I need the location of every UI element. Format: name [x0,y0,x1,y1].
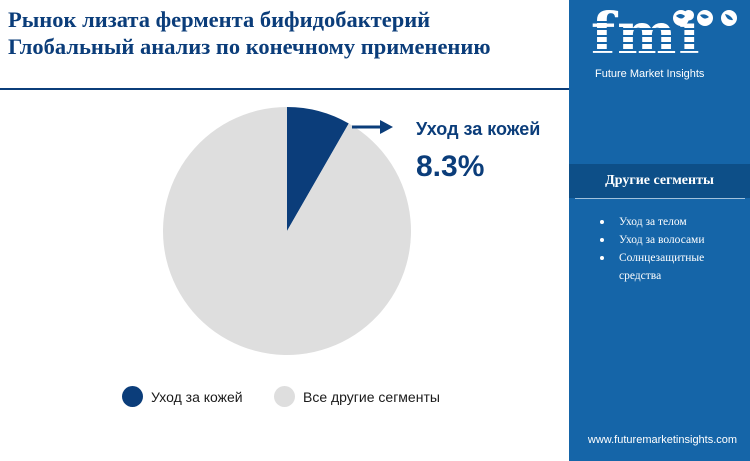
fmi-logo: fmi Future Market Insights [569,0,750,92]
pie-slice-other [163,106,412,355]
side-panel: fmi Future Market Insights Другие сегмен… [569,0,750,461]
list-item: Уход за волосами [597,231,747,249]
other-segments-title: Другие сегменты [605,173,714,188]
logo-tagline: Future Market Insights [595,68,705,80]
list-item: Солнцезащитные средства [597,249,747,285]
globe-icon [673,10,737,26]
legend-swatch-other [274,386,295,407]
callout-arrow [352,120,393,134]
legend-swatch-skincare [122,386,143,407]
legend-label-other: Все другие сегменты [303,388,440,405]
legend-item-skincare: Уход за кожей [122,386,243,407]
legend-label-skincare: Уход за кожей [151,388,243,405]
other-segments-list: Уход за телом Уход за волосами Солнцезащ… [597,213,747,285]
title-line-1: Рынок лизата фермента бифидобактерий [8,7,431,32]
callout-value: 8.3% [416,150,484,183]
chart-title: Рынок лизата фермента бифидобактерий Гло… [8,6,563,60]
pie-slices [163,106,412,355]
title-line-2: Глобальный анализ по конечному применени… [8,34,491,59]
legend-item-other: Все другие сегменты [274,386,440,407]
title-divider [0,88,569,90]
callout-label: Уход за кожей [416,119,540,139]
other-segments-divider [575,198,745,199]
pie-slice-skincare [287,107,349,231]
list-item: Уход за телом [597,213,747,231]
other-segments-header: Другие сегменты [569,164,750,198]
website-url: www.futuremarketinsights.com [587,434,738,446]
pie-chart: Уход за кожей 8.3% [163,106,540,355]
